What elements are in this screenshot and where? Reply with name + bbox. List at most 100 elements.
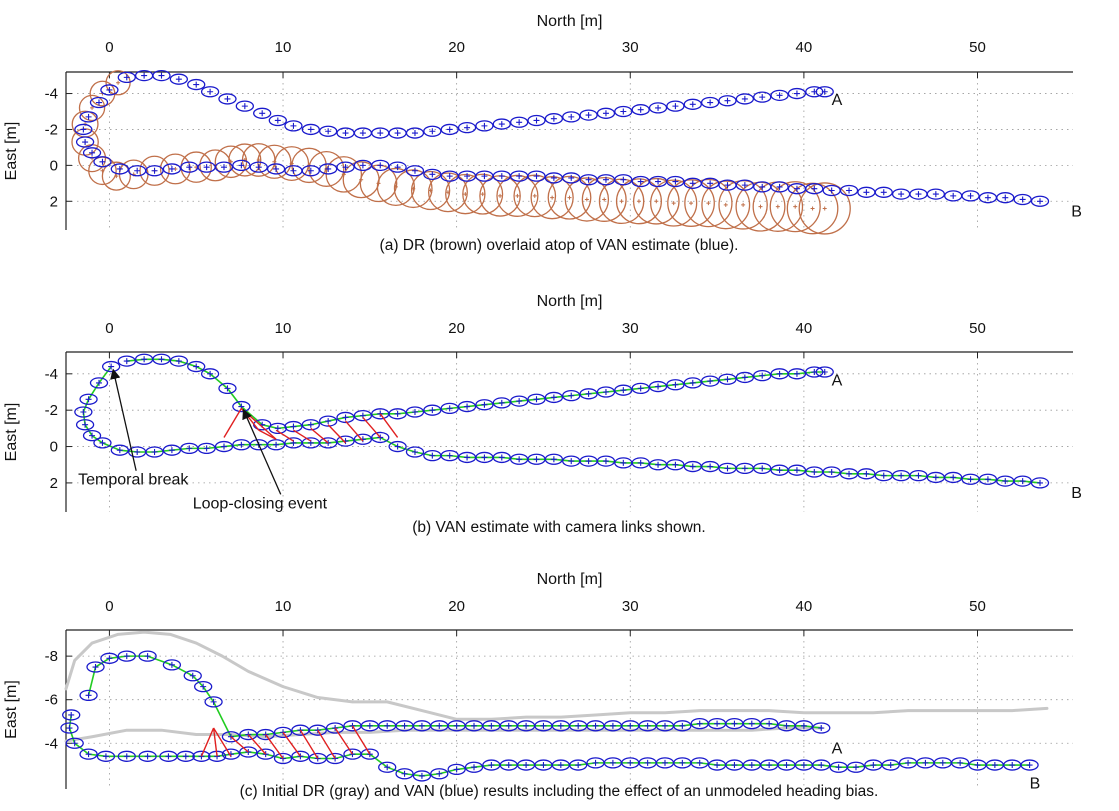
van-pose-ellipse <box>926 188 945 200</box>
van-pose-ellipse <box>200 368 220 380</box>
van-pose-marker <box>759 94 766 101</box>
van-pose-ellipse <box>169 73 189 85</box>
van-pose-ellipse <box>75 136 95 148</box>
van-pose-marker <box>290 167 297 174</box>
dr-uncertainty-circle <box>101 161 131 191</box>
camera-link <box>282 731 301 757</box>
van-pose-marker <box>863 189 870 196</box>
van-pose-ellipse <box>492 118 511 130</box>
van-pose-ellipse <box>336 161 355 173</box>
van-pose-ellipse <box>284 420 303 433</box>
van-pose-marker <box>950 192 957 199</box>
van-pose-marker <box>207 370 214 377</box>
van-pose-marker <box>592 722 599 729</box>
van-pose-marker <box>828 187 835 194</box>
dr-uncertainty-circle <box>547 175 592 220</box>
van-pose-ellipse <box>760 718 779 730</box>
van-pose-marker <box>863 470 870 477</box>
dr-uncertainty-circle <box>581 176 627 222</box>
van-pose-marker <box>707 378 714 385</box>
van-pose-ellipse <box>787 464 807 476</box>
van-pose-ellipse <box>273 752 293 765</box>
van-pose-ellipse <box>1030 195 1050 207</box>
van-pose-ellipse <box>405 406 425 418</box>
van-pose-marker <box>821 88 828 95</box>
van-pose-ellipse <box>666 175 685 188</box>
van-pose-ellipse <box>325 752 345 765</box>
van-pose-marker <box>922 759 929 766</box>
van-pose-marker <box>144 653 151 660</box>
panel-caption: (c) Initial DR (gray) and VAN (blue) res… <box>240 783 879 800</box>
van-pose-marker <box>783 762 790 769</box>
van-pose-marker <box>464 454 471 461</box>
van-pose-marker <box>741 182 748 189</box>
van-pose-marker <box>637 178 644 185</box>
van-pose-ellipse <box>291 750 310 762</box>
van-pose-marker <box>307 421 314 428</box>
van-pose-marker <box>123 753 130 760</box>
van-pose-marker <box>273 165 280 172</box>
van-pose-marker <box>186 445 193 452</box>
van-pose-marker <box>689 379 696 386</box>
dr-uncertainty-circle <box>78 94 106 122</box>
van-pose-ellipse <box>770 181 789 193</box>
van-pose-marker <box>679 722 686 729</box>
van-pose-ellipse <box>464 761 484 773</box>
van-pose-ellipse <box>192 750 211 762</box>
van-pose-marker <box>741 374 748 381</box>
van-pose-marker <box>384 764 391 771</box>
dr-pose-marker <box>116 80 121 85</box>
dr-uncertainty-circle <box>159 153 191 185</box>
camera-link <box>351 725 371 755</box>
van-pose-marker <box>342 164 349 171</box>
van-pose-ellipse <box>266 439 286 451</box>
van-trail-line <box>87 655 822 738</box>
van-pose-marker <box>644 759 651 766</box>
dr-pose-marker <box>463 192 468 197</box>
x-tick-label: 20 <box>448 598 465 615</box>
van-pose-marker <box>1037 198 1044 205</box>
van-pose-ellipse <box>79 393 98 405</box>
van-pose-ellipse <box>440 402 459 415</box>
van-pose-ellipse <box>950 757 970 769</box>
van-pose-marker <box>411 130 418 137</box>
van-pose-ellipse <box>388 161 407 173</box>
camera-link <box>275 429 294 442</box>
van-pose-ellipse <box>218 382 237 395</box>
van-pose-marker <box>471 722 478 729</box>
van-pose-ellipse <box>256 728 275 741</box>
van-pose-marker <box>80 126 87 133</box>
van-pose-marker <box>488 722 495 729</box>
van-pose-marker <box>818 762 825 769</box>
dr-pose-marker <box>445 190 450 195</box>
van-pose-ellipse <box>857 468 876 480</box>
y-tick-label: -4 <box>45 86 58 103</box>
van-pose-marker <box>307 126 314 133</box>
dr-pose-marker <box>758 204 763 209</box>
van-pose-ellipse <box>268 422 287 435</box>
van-pose-marker <box>689 463 696 470</box>
van-pose-marker <box>1026 762 1033 769</box>
van-pose-marker <box>1019 196 1026 203</box>
van-pose-ellipse <box>527 114 546 127</box>
endpoint-label-b: B <box>1030 775 1041 792</box>
van-pose-marker <box>835 764 842 771</box>
van-pose-marker <box>759 465 766 472</box>
van-pose-ellipse <box>253 107 272 119</box>
van-pose-ellipse <box>440 123 459 136</box>
van-pose-marker <box>741 465 748 472</box>
van-pose-ellipse <box>787 87 807 100</box>
dr-pose-marker <box>706 201 711 206</box>
van-pose-marker <box>481 173 488 180</box>
van-pose-ellipse <box>145 165 164 177</box>
van-trail-line <box>68 714 1030 777</box>
van-pose-ellipse <box>822 466 841 478</box>
x-tick-label: 10 <box>275 39 292 56</box>
van-pose-marker <box>689 180 696 187</box>
van-pose-marker <box>471 764 478 771</box>
van-pose-marker <box>637 459 644 466</box>
van-pose-marker <box>533 396 540 403</box>
van-pose-marker <box>550 394 557 401</box>
panel-a: 0 10 20 30 40 50 -4 -2 0 2 North [m] East [m] (a) DR… <box>3 13 1082 254</box>
van-pose-marker <box>505 722 512 729</box>
